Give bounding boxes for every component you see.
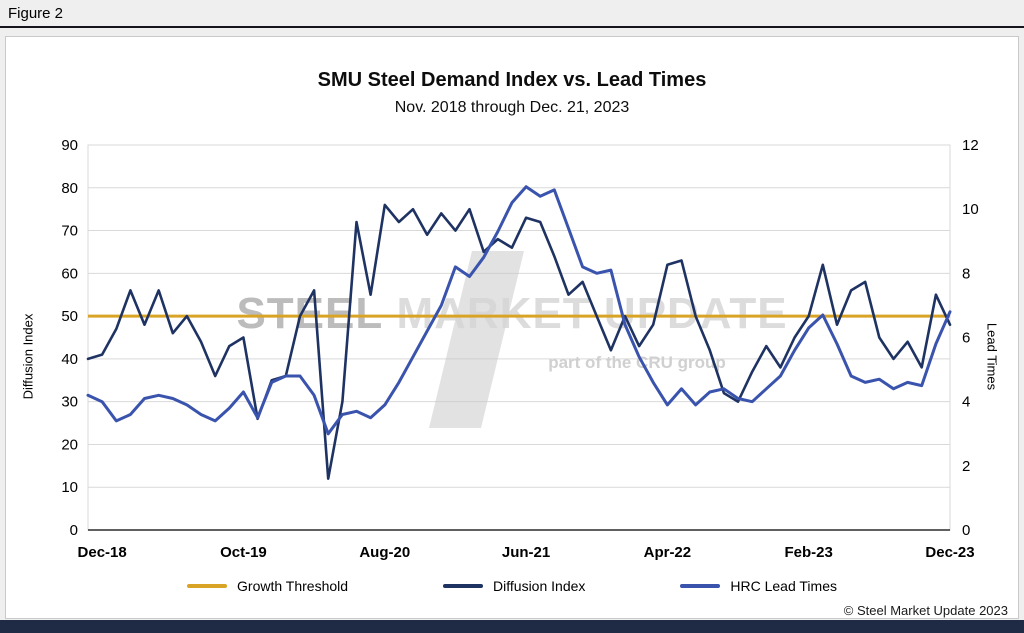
svg-text:90: 90 (61, 137, 78, 154)
svg-text:0: 0 (70, 522, 78, 539)
legend-swatch-hrc-lead-times (680, 584, 721, 588)
legend-item-diffusion-index: Diffusion Index (443, 578, 585, 594)
chart-panel: SMU Steel Demand Index vs. Lead Times No… (5, 36, 1019, 619)
chart-legend: Growth Threshold Diffusion Index HRC Lea… (6, 578, 1018, 594)
left-axis-title: Diffusion Index (20, 313, 36, 400)
svg-text:Dec-18: Dec-18 (78, 544, 127, 561)
figure-label: Figure 2 (8, 5, 64, 22)
svg-text:70: 70 (61, 223, 78, 240)
svg-text:50: 50 (61, 308, 78, 325)
svg-text:40: 40 (61, 351, 78, 368)
svg-text:Aug-20: Aug-20 (359, 544, 410, 561)
chart-series-layer (86, 185, 952, 481)
right-axis-title: Lead Times (984, 322, 1000, 391)
svg-text:Dec-23: Dec-23 (925, 544, 974, 561)
svg-text:Feb-23: Feb-23 (785, 544, 833, 561)
chart-subtitle: Nov. 2018 through Dec. 21, 2023 (394, 99, 630, 116)
svg-text:30: 30 (61, 394, 78, 411)
svg-text:8: 8 (962, 265, 970, 282)
legend-item-growth-threshold: Growth Threshold (187, 578, 348, 594)
legend-swatch-growth-threshold (187, 584, 228, 588)
svg-text:6: 6 (962, 330, 970, 347)
chart-title: SMU Steel Demand Index vs. Lead Times (317, 69, 707, 91)
svg-text:0: 0 (962, 522, 970, 539)
svg-text:2: 2 (962, 458, 970, 475)
svg-text:12: 12 (962, 137, 979, 154)
top-divider-rule (0, 26, 1024, 28)
svg-text:10: 10 (61, 479, 78, 496)
bottom-bar (0, 620, 1024, 633)
legend-label-growth-threshold: Growth Threshold (237, 578, 349, 594)
svg-text:4: 4 (962, 394, 970, 411)
svg-text:Apr-22: Apr-22 (644, 544, 692, 561)
svg-text:60: 60 (61, 265, 78, 282)
svg-text:Jun-21: Jun-21 (502, 544, 550, 561)
svg-text:Oct-19: Oct-19 (220, 544, 267, 561)
svg-text:10: 10 (962, 201, 979, 218)
legend-swatch-diffusion-index (443, 584, 484, 588)
legend-label-hrc-lead-times: HRC Lead Times (730, 578, 837, 594)
svg-text:80: 80 (61, 180, 78, 197)
svg-text:20: 20 (61, 436, 78, 453)
legend-item-hrc-lead-times: HRC Lead Times (680, 578, 837, 594)
copyright-text: © Steel Market Update 2023 (843, 603, 1008, 618)
legend-label-diffusion-index: Diffusion Index (493, 578, 586, 594)
